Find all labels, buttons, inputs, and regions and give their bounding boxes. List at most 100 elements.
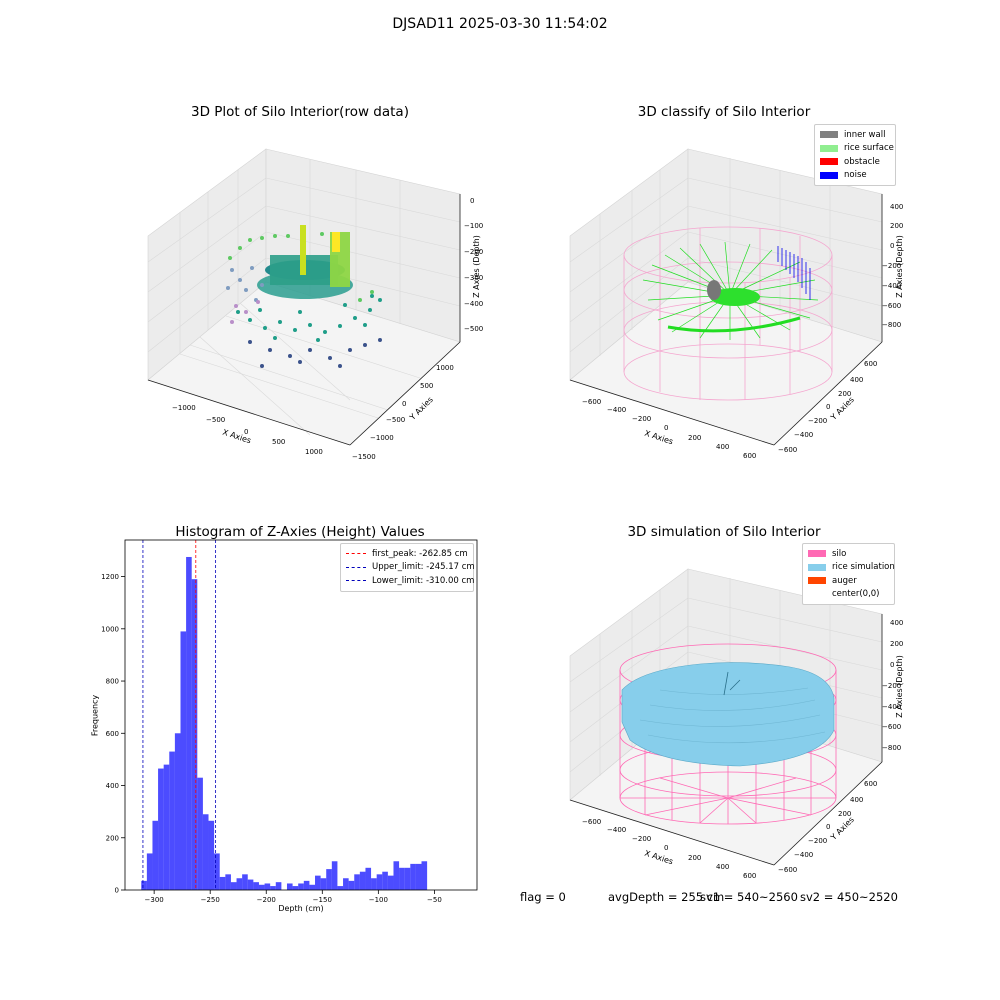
legend-label: noise <box>844 170 867 181</box>
raw-grid <box>147 160 461 436</box>
classify-ytick: 0 <box>826 403 831 411</box>
hist-title: Histogram of Z-Axies (Height) Values <box>175 524 425 540</box>
histogram-bar <box>376 874 383 890</box>
classify-plot-title: 3D classify of Silo Interior <box>637 104 811 120</box>
classify-ytick: −200 <box>808 417 828 425</box>
histogram-bar <box>236 878 243 890</box>
raw-ytick: 1000 <box>436 364 454 372</box>
histogram-bar <box>354 874 360 890</box>
legend-line <box>346 580 366 582</box>
classify-ztick: −600 <box>882 302 902 310</box>
y-tick-label: 800 <box>106 678 119 686</box>
histogram-bar <box>286 883 293 890</box>
legend-label: rice simulation <box>832 562 895 573</box>
sim-rice-contours <box>639 687 826 744</box>
hist-axes-frame <box>124 539 478 891</box>
classify-xtick: 200 <box>688 434 702 442</box>
classify-ztick: 0 <box>890 242 895 250</box>
classify-ztick: −800 <box>882 321 902 329</box>
classify-rice-arc <box>667 316 801 333</box>
raw-ytick: −1000 <box>370 434 394 442</box>
y-tick-label: 600 <box>106 730 119 738</box>
classify-ytick: −600 <box>778 446 798 454</box>
legend-line <box>346 566 366 568</box>
sim-xtick: 600 <box>743 872 757 880</box>
histogram-bars <box>141 556 428 890</box>
x-tick-label: −100 <box>369 896 388 904</box>
sim-xtick: −600 <box>582 818 602 826</box>
histogram-bar <box>315 875 321 890</box>
histogram-bar <box>146 853 153 890</box>
histogram-reference-lines <box>142 540 217 890</box>
legend-label: first_peak: -262.85 cm <box>372 548 468 559</box>
histogram-bar <box>343 878 349 890</box>
classify-xtick: −400 <box>607 406 627 414</box>
histogram-bar <box>214 853 220 890</box>
histogram-bar <box>415 863 422 890</box>
histogram-bar <box>163 764 170 890</box>
hist-legend: first_peak: -262.85 cm Upper_limit: -245… <box>340 543 475 592</box>
classify-xtick: −200 <box>632 415 652 423</box>
hist-x-ticks: −300 −250 −200 −150 −100 −50 <box>145 890 442 904</box>
legend-swatch <box>808 577 826 585</box>
sim-sv1-text: sv1 = 540~2560 <box>700 890 798 904</box>
sim-ytick: −400 <box>794 851 814 859</box>
sim-xtick: 0 <box>664 844 669 852</box>
raw-ytick: 0 <box>402 400 407 408</box>
legend-label: silo <box>832 548 847 559</box>
sim-zlabel: Z Axies (Depth) <box>894 655 904 718</box>
legend-swatch <box>808 550 826 558</box>
histogram-bar <box>202 814 209 890</box>
sim-ztick: −600 <box>882 723 902 731</box>
x-tick-label: −250 <box>201 896 220 904</box>
x-tick-label: −50 <box>427 896 442 904</box>
sim-sv2-text: sv2 = 450~2520 <box>800 890 898 904</box>
legend-swatch <box>808 590 826 598</box>
legend-item: auger <box>808 574 889 588</box>
legend-item: Lower_limit: -310.00 cm <box>346 574 474 588</box>
histogram-bar <box>275 882 282 890</box>
histogram-bar <box>191 579 198 890</box>
sim-xtick: 200 <box>688 854 702 862</box>
sim-ytick: −200 <box>808 837 828 845</box>
sim-ztick: 200 <box>890 640 904 648</box>
legend-swatch <box>820 131 838 139</box>
histogram-bar <box>186 556 192 890</box>
legend-label: inner wall <box>844 129 886 140</box>
sim-ytick: −600 <box>778 866 798 874</box>
histogram-bar <box>365 867 372 890</box>
legend-label: center(0,0) <box>832 589 880 600</box>
raw-ytick: 500 <box>420 382 434 390</box>
y-tick-label: 1200 <box>101 573 119 581</box>
classify-xtick: 0 <box>664 424 669 432</box>
classify-ztick: 400 <box>890 203 904 211</box>
sim-ztick: 0 <box>890 661 895 669</box>
legend-label: auger <box>832 575 857 586</box>
histogram-bar <box>320 878 327 890</box>
classify-ytick: 200 <box>838 390 852 398</box>
legend-item: obstacle <box>820 155 890 169</box>
legend-label: Lower_limit: -310.00 cm <box>372 575 475 586</box>
sim-silo-wireframe <box>619 643 837 825</box>
legend-swatch <box>808 563 826 571</box>
sim-flag-text: flag = 0 <box>520 890 566 904</box>
histogram-bar <box>292 886 299 890</box>
classify-ytick: −400 <box>794 431 814 439</box>
histogram-bar <box>399 867 405 890</box>
histogram-bar <box>180 631 187 890</box>
hist-y-ticks: 0 200 400 600 800 1000 1200 <box>101 573 125 895</box>
sim-ytick: 200 <box>838 810 852 818</box>
legend-item: inner wall <box>820 128 890 142</box>
histogram-bar <box>359 871 366 890</box>
classify-xtick: 400 <box>716 443 730 451</box>
classify-inner-wall-blob <box>707 280 721 300</box>
legend-item: Upper_limit: -245.17 cm <box>346 561 475 575</box>
histogram-bar <box>242 874 248 890</box>
raw-scatter-points <box>226 225 382 368</box>
sim-ztick: −800 <box>882 744 902 752</box>
sim-ztick: 400 <box>890 619 904 627</box>
histogram-bar <box>141 880 147 890</box>
sim-xtick: 400 <box>716 863 730 871</box>
